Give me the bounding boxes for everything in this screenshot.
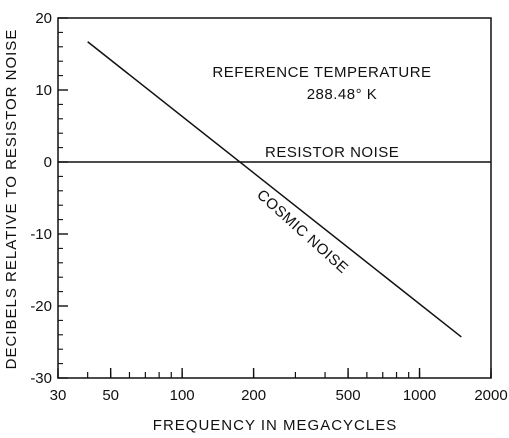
reference-temperature-label: REFERENCE TEMPERATURE xyxy=(212,64,431,81)
x-tick-label: 500 xyxy=(336,387,361,404)
y-tick-label: -10 xyxy=(30,226,52,243)
resistor-noise-label: RESISTOR NOISE xyxy=(265,144,399,161)
x-tick-label: 50 xyxy=(102,387,119,404)
y-axis-title: DECIBELS RELATIVE TO RESISTOR NOISE xyxy=(3,29,20,370)
x-axis-ticks: 30 50 100 200 500 1000 2000 xyxy=(50,368,508,404)
plot-frame xyxy=(57,17,492,379)
reference-temperature-value: 288.48° K xyxy=(307,86,378,103)
y-axis-ticks: 20 10 0 -10 -20 -30 xyxy=(30,10,68,387)
x-tick-label: 2000 xyxy=(474,387,507,404)
x-axis-title: FREQUENCY IN MEGACYCLES xyxy=(153,417,397,434)
series-lines xyxy=(58,41,491,338)
x-tick-label: 200 xyxy=(241,387,266,404)
x-tick-label: 30 xyxy=(50,387,67,404)
y-tick-label: 20 xyxy=(35,10,52,27)
y-tick-label: 10 xyxy=(35,82,52,99)
cosmic-noise-label: COSMIC NOISE xyxy=(253,186,351,277)
x-tick-label: 100 xyxy=(170,387,195,404)
y-tick-label: -20 xyxy=(30,298,52,315)
x-tick-label: 1000 xyxy=(403,387,436,404)
cosmic-noise-line xyxy=(87,41,462,338)
y-tick-label: 0 xyxy=(44,154,52,171)
y-tick-label: -30 xyxy=(30,370,52,387)
